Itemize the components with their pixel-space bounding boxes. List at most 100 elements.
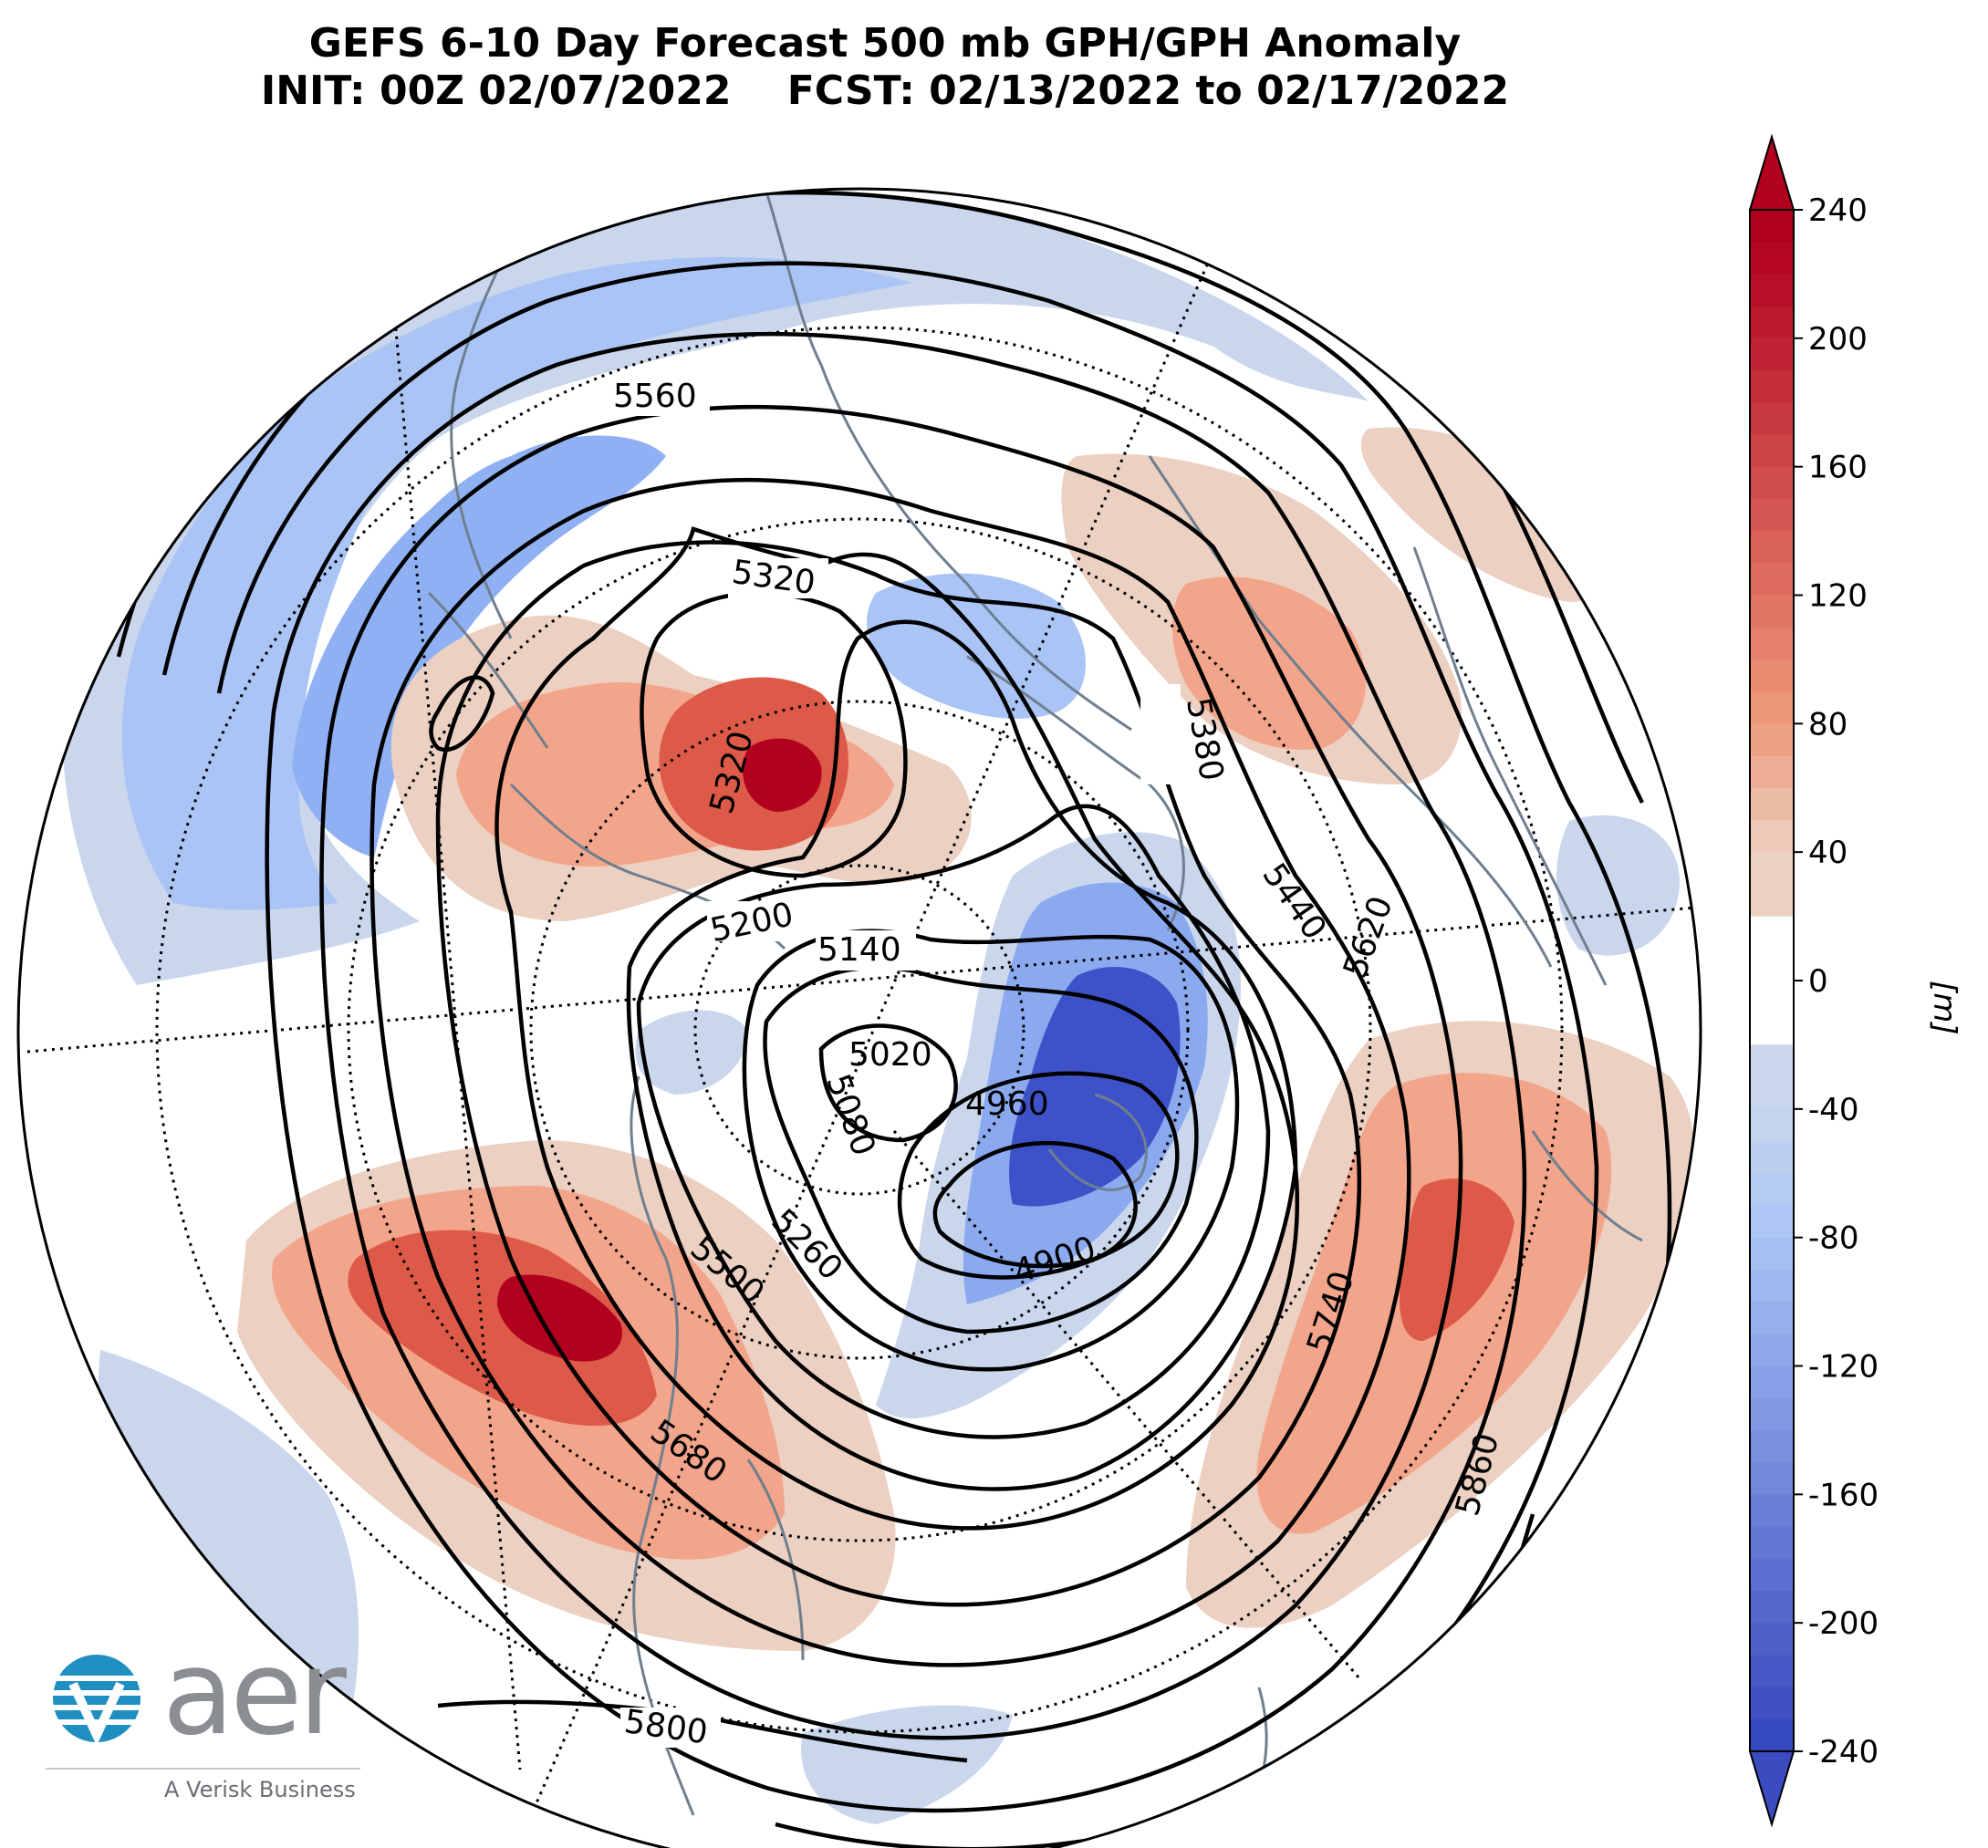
anomaly-negative-southwest xyxy=(98,1350,359,1733)
colorbar-segment xyxy=(1750,755,1794,789)
contour-5500 xyxy=(319,404,1463,1740)
colorbar-segment xyxy=(1750,1462,1794,1495)
colorbar-segment xyxy=(1750,1429,1794,1463)
contour-label: 5560 xyxy=(613,378,697,415)
anomaly-positive-asia-red xyxy=(1400,1178,1514,1341)
colorbar-segment xyxy=(1750,948,1794,981)
aer-logo: aer A Verisk Business xyxy=(46,1625,374,1815)
contour-5260 xyxy=(626,619,1298,1491)
colorbar-segment xyxy=(1750,852,1794,885)
anomaly-positive-europe-far xyxy=(1360,427,1613,602)
contour-5380 xyxy=(435,540,1362,1607)
colorbar-segment xyxy=(1750,1494,1794,1528)
colorbar-segment xyxy=(1750,1526,1794,1560)
contour-label: 5020 xyxy=(848,1036,932,1074)
contour-5080 xyxy=(763,965,1199,1334)
colorbar-segment xyxy=(1750,1365,1794,1399)
colorbar-ticks: 240 200 160 120 80 40 0 -40 -80 -120 -160 -200 -240 xyxy=(1794,192,1879,1770)
contour-5440 xyxy=(369,477,1411,1667)
colorbar-segment xyxy=(1750,691,1794,724)
colorbar-segment xyxy=(1750,595,1794,628)
anomaly-negative-arctic-blob xyxy=(867,573,1086,720)
logo-tagline: A Verisk Business xyxy=(164,1777,356,1802)
colorbar-segment xyxy=(1750,884,1794,918)
colorbar-tick-label: 160 xyxy=(1808,450,1868,486)
contour-5200 xyxy=(636,804,1271,1439)
colorbar-segment xyxy=(1750,466,1794,500)
colorbar-segment xyxy=(1750,274,1794,307)
colorbar-unit-label: [m] xyxy=(1926,981,1962,1035)
map-title: GEFS 6-10 Day Forecast 500 mb GPH/GPH An… xyxy=(0,20,1770,115)
colorbar-tick-label: 0 xyxy=(1808,963,1828,1000)
colorbar-segment xyxy=(1750,981,1794,1013)
colorbar-segment xyxy=(1750,1334,1794,1366)
colorbar-tick-label: 80 xyxy=(1808,706,1847,742)
colorbar-segment xyxy=(1750,1108,1794,1142)
colorbar-segment xyxy=(1750,563,1794,596)
colorbar-segment xyxy=(1750,1718,1794,1752)
colorbar-tick-label: -200 xyxy=(1808,1605,1879,1642)
title-line-1: GEFS 6-10 Day Forecast 500 mb GPH/GPH An… xyxy=(308,20,1462,67)
colorbar-segment xyxy=(1750,659,1794,692)
colorbar-segment xyxy=(1750,1590,1794,1624)
colorbar-fill xyxy=(1750,210,1794,1752)
colorbar-tick-label: 120 xyxy=(1808,578,1868,615)
contour-5320 xyxy=(640,591,908,878)
colorbar-segment xyxy=(1750,1558,1794,1592)
colorbar-segment xyxy=(1750,531,1794,564)
colorbar-tick-label: -120 xyxy=(1808,1349,1879,1386)
anomaly-positive-europe-mid xyxy=(1172,576,1366,750)
colorbar-segment xyxy=(1750,402,1794,435)
colorbar-segment xyxy=(1750,916,1794,950)
colorbar-segment xyxy=(1750,434,1794,468)
anomaly-positive-greenland-core xyxy=(743,738,822,812)
map-boundary xyxy=(16,187,1702,1848)
colorbar-segment xyxy=(1750,1655,1794,1688)
contour-5560 xyxy=(265,331,1527,1813)
anomaly-negative-small xyxy=(635,1010,748,1095)
aer-globe-logo-icon xyxy=(51,1655,142,1746)
colorbar-segment xyxy=(1750,1623,1794,1656)
colorbar-segment xyxy=(1750,1141,1794,1174)
anomaly-negative-south xyxy=(801,1705,1013,1824)
contour-closed-ring xyxy=(429,675,495,753)
colorbar-segment xyxy=(1750,337,1794,371)
colorbar-segment xyxy=(1750,1237,1794,1271)
colorbar-segment xyxy=(1750,1076,1794,1110)
colorbar-tick-label: 200 xyxy=(1808,321,1868,358)
colorbar-segment xyxy=(1750,498,1794,532)
contour-label: 4960 xyxy=(965,1085,1049,1123)
title-line-2: INIT: 00Z 02/07/2022 FCST: 02/13/2022 to… xyxy=(260,67,1510,114)
anomaly-negative-core-west xyxy=(292,435,666,857)
coastlines xyxy=(427,189,1643,1835)
colorbar-tick-label: -80 xyxy=(1808,1220,1859,1257)
colorbar-tick-label: -160 xyxy=(1808,1477,1879,1513)
colorbar-segment xyxy=(1750,210,1794,243)
colorbar-segment xyxy=(1750,1044,1794,1078)
colorbar-segment xyxy=(1750,1269,1794,1303)
colorbar-segment xyxy=(1750,787,1794,821)
contour-label: 5140 xyxy=(817,931,901,969)
colorbar-lower-extension xyxy=(1748,1750,1795,1828)
logo-divider xyxy=(46,1768,360,1770)
colorbar-tick-label: 40 xyxy=(1808,835,1847,871)
colorbar-segment xyxy=(1750,1302,1794,1334)
colorbar-segment xyxy=(1750,1012,1794,1045)
colorbar-tick-label: -240 xyxy=(1808,1734,1879,1770)
colorbar-segment xyxy=(1750,1173,1794,1206)
anomaly-negative-trough-core xyxy=(1009,967,1181,1207)
colorbar-segment xyxy=(1750,370,1794,403)
colorbar-segment xyxy=(1750,723,1794,757)
anomaly-negative-east-ring xyxy=(1556,815,1680,956)
contour-5320b xyxy=(494,526,1300,1531)
colorbar-segment xyxy=(1750,242,1794,275)
anomaly-negative-outer-band-inner xyxy=(121,256,912,910)
colorbar-upper-extension xyxy=(1748,133,1795,211)
colorbar-segment xyxy=(1750,627,1794,660)
colorbar-segment xyxy=(1750,1687,1794,1720)
colorbar-segment xyxy=(1750,1397,1794,1431)
colorbar-segment xyxy=(1750,1205,1794,1239)
contour-4960 xyxy=(897,1071,1180,1280)
